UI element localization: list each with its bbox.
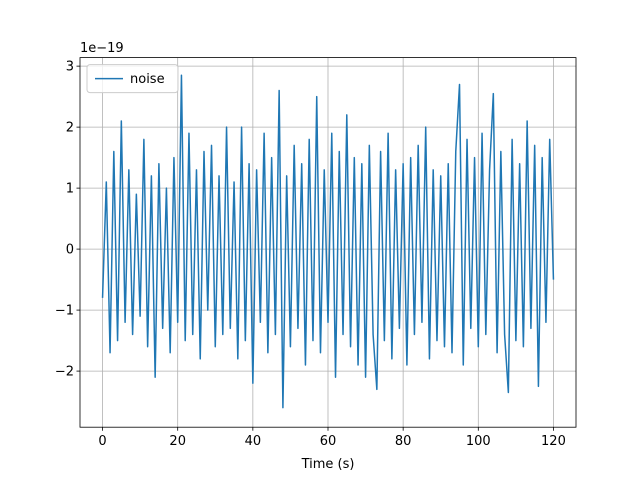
y-tick-label: 0 — [66, 243, 74, 258]
axes-frame — [79, 57, 577, 428]
x-tick-label: 20 — [169, 434, 186, 449]
y-tick-label: −2 — [55, 365, 74, 380]
x-tick-label: 40 — [245, 434, 262, 449]
x-axis-label: Time (s) — [301, 457, 355, 472]
legend-box — [86, 64, 179, 94]
y-tick-label: −1 — [55, 304, 74, 319]
x-tick-label: 0 — [98, 434, 106, 449]
x-tick-label: 120 — [541, 434, 566, 449]
offset-label: 1e−19 — [80, 41, 124, 56]
x-tick-label: 100 — [466, 434, 491, 449]
line-series — [101, 74, 555, 409]
y-tick-label: 3 — [66, 60, 74, 75]
y-tick-label: 1 — [66, 182, 74, 197]
y-tick-label: 2 — [66, 121, 74, 136]
legend-label: noise — [130, 72, 165, 87]
x-tick-label: 60 — [320, 434, 337, 449]
x-tick-label: 80 — [395, 434, 412, 449]
